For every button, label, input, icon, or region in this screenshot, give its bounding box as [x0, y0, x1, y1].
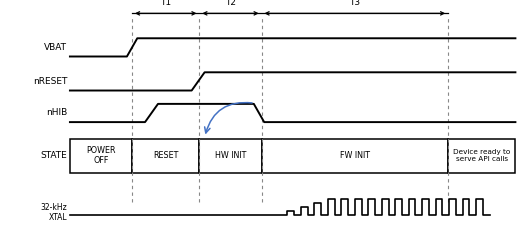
Bar — [448, 139, 515, 173]
Text: POWER
OFF: POWER OFF — [87, 146, 116, 165]
Text: STATE: STATE — [40, 151, 67, 160]
Text: Device ready to
serve API calls: Device ready to serve API calls — [453, 149, 510, 162]
Text: T2: T2 — [225, 0, 236, 7]
Text: FW INIT: FW INIT — [340, 151, 370, 160]
Text: T3: T3 — [349, 0, 361, 7]
Text: 32-kHz
XTAL: 32-kHz XTAL — [40, 203, 67, 222]
Text: T1: T1 — [160, 0, 171, 7]
Text: VBAT: VBAT — [45, 43, 67, 52]
Bar — [70, 139, 132, 173]
Bar — [199, 139, 262, 173]
Text: RESET: RESET — [153, 151, 178, 160]
Text: nRESET: nRESET — [33, 77, 67, 86]
Text: HW INIT: HW INIT — [215, 151, 246, 160]
Text: nHIB: nHIB — [46, 108, 67, 118]
Bar — [132, 139, 199, 173]
Bar — [262, 139, 448, 173]
